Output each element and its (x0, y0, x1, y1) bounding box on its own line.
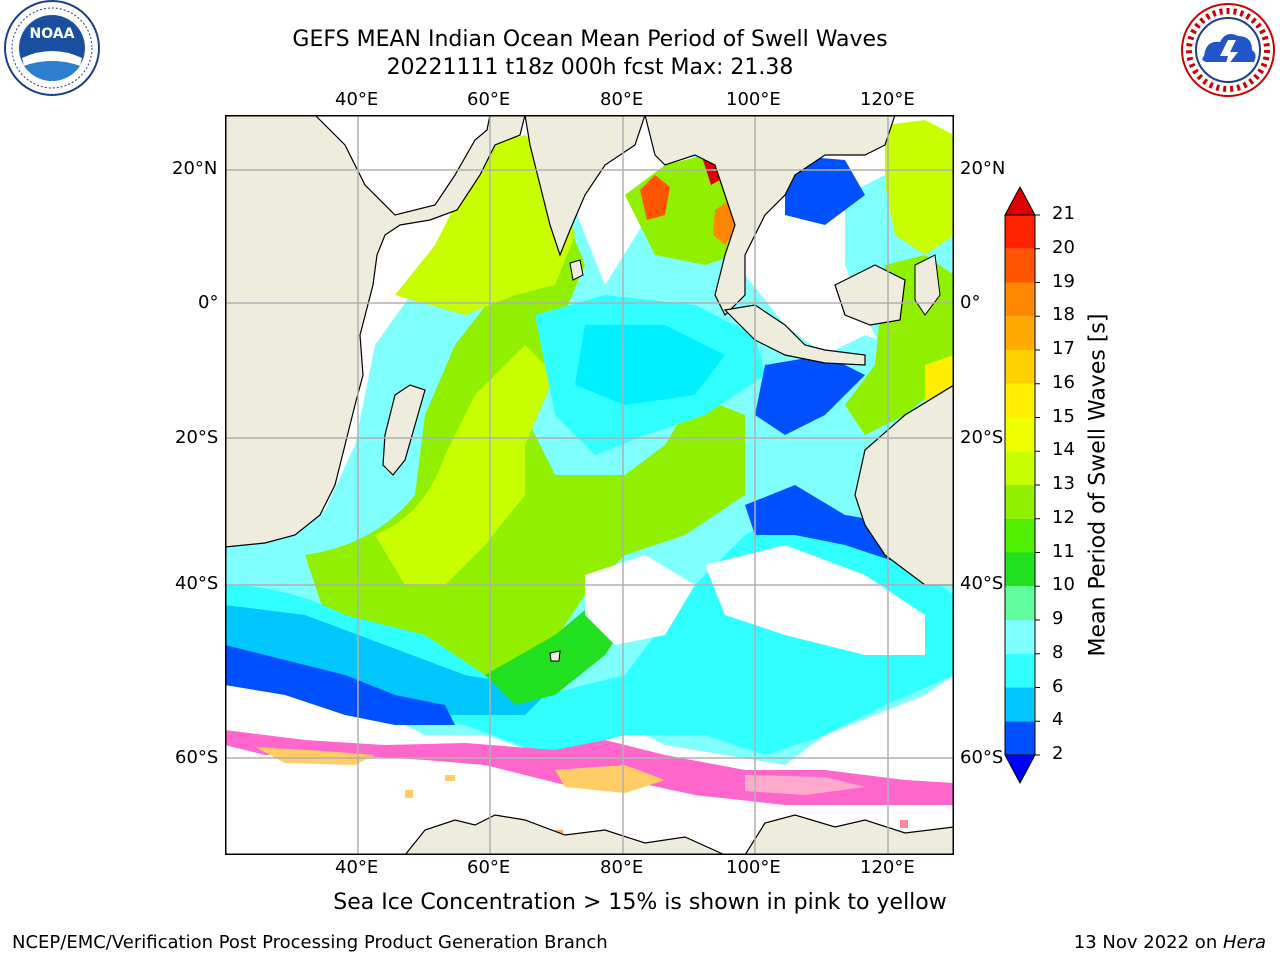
colorbar-tick-label: 10 (1052, 574, 1075, 596)
colorbar-cell (1005, 485, 1035, 519)
lat-label-left: 0° (198, 292, 219, 313)
sea-ice-note: Sea Ice Concentration > 15% is shown in … (333, 890, 947, 915)
footer-date-text: 13 Nov 2022 on (1073, 932, 1223, 953)
colorbar-tick-label: 12 (1052, 506, 1075, 528)
colorbar-tick-label: 14 (1052, 439, 1075, 461)
noaa-logo: NOAA (4, 0, 100, 96)
colorbar-cell (1005, 518, 1035, 553)
lon-label-top: 120°E (860, 89, 915, 110)
colorbar-tick-label: 18 (1052, 304, 1075, 326)
colorbar-tick-label: 9 (1052, 608, 1064, 629)
colorbar-tick-label: 21 (1052, 203, 1075, 224)
lat-label-left: 60°S (175, 747, 219, 768)
colorbar-over-triangle (1004, 185, 1036, 216)
colorbar-cell (1005, 316, 1035, 350)
colorbar-tick-label: 8 (1052, 641, 1064, 663)
lat-label-right: 20°S (960, 427, 1004, 448)
lon-label-top: 80°E (600, 89, 644, 110)
lat-label-right: 0° (960, 292, 981, 313)
lon-label-bottom: 60°E (467, 857, 511, 878)
map-title: GEFS MEAN Indian Ocean Mean Period of Sw… (292, 27, 888, 52)
lat-label-left: 20°N (172, 158, 218, 179)
footer-host: Hera (1222, 932, 1266, 953)
colorbar-cell (1005, 451, 1035, 485)
colorbar-under-triangle (1004, 754, 1036, 785)
lat-label-left: 20°S (175, 427, 219, 448)
colorbar-label: Mean Period of Swell Waves [s] (1085, 313, 1111, 657)
colorbar-cell (1005, 620, 1035, 654)
colorbar-cell (1005, 586, 1035, 620)
colorbar-cell (1005, 350, 1035, 384)
colorbar-tick-label: 2 (1052, 743, 1064, 764)
lat-label-right: 60°S (960, 747, 1004, 768)
colorbar-tick-label: 15 (1052, 405, 1075, 427)
colorbar-tick-label: 13 (1052, 473, 1075, 494)
lon-label-top: 40°E (335, 89, 379, 110)
colorbar-tick-label: 16 (1052, 371, 1075, 393)
lat-label-right: 40°S (960, 573, 1004, 594)
map-subtitle: 20221111 t18z 000h fcst Max: 21.38 (386, 55, 794, 80)
colorbar-cell (1005, 248, 1035, 283)
footer-date: 13 Nov 2022 on Hera (1074, 932, 1266, 953)
lat-label-left: 40°S (175, 573, 219, 594)
colorbar-cell (1005, 687, 1035, 722)
colorbar-cell (1005, 417, 1035, 452)
lon-label-bottom: 100°E (726, 857, 781, 878)
lon-label-top: 100°E (726, 89, 781, 110)
colorbar-cell (1005, 552, 1035, 587)
colorbar-tick-label: 4 (1052, 709, 1064, 731)
colorbar-cell (1005, 282, 1035, 317)
nws-logo (1181, 3, 1275, 97)
colorbar-cell (1005, 215, 1035, 249)
colorbar-tick-label: 11 (1052, 540, 1075, 562)
lon-label-bottom: 40°E (335, 857, 379, 878)
colorbar-tick-label: 6 (1052, 675, 1064, 697)
colorbar-tick-label: 19 (1052, 270, 1075, 292)
svg-text:NOAA: NOAA (30, 26, 75, 42)
colorbar-cell (1005, 721, 1035, 755)
lon-label-bottom: 120°E (860, 857, 915, 878)
colorbar (1004, 185, 1040, 785)
footer-credit: NCEP/EMC/Verification Post Processing Pr… (12, 932, 608, 953)
lon-label-top: 60°E (467, 89, 511, 110)
lat-label-right: 20°N (960, 158, 1006, 179)
lon-label-bottom: 80°E (600, 857, 644, 878)
colorbar-cell (1005, 383, 1035, 418)
colorbar-tick-label: 20 (1052, 236, 1075, 258)
ocean-map (225, 115, 954, 855)
colorbar-tick-label: 17 (1052, 338, 1075, 359)
colorbar-cell (1005, 653, 1035, 688)
